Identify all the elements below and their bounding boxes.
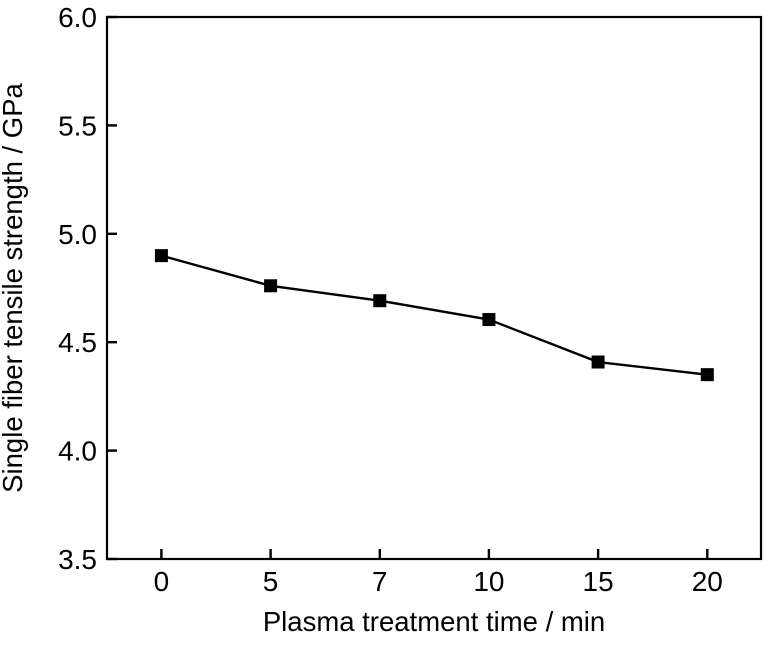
svg-text:5: 5 — [263, 566, 279, 597]
svg-text:10: 10 — [473, 566, 504, 597]
svg-text:6.0: 6.0 — [58, 2, 97, 33]
svg-text:5.5: 5.5 — [58, 110, 97, 141]
svg-text:7: 7 — [372, 566, 388, 597]
svg-text:Single fiber tensile strength: Single fiber tensile strength / GPa — [0, 82, 28, 492]
svg-text:5.0: 5.0 — [58, 219, 97, 250]
svg-text:3.5: 3.5 — [58, 544, 97, 575]
svg-text:4.0: 4.0 — [58, 436, 97, 467]
svg-text:15: 15 — [583, 566, 614, 597]
svg-text:20: 20 — [692, 566, 723, 597]
svg-text:4.5: 4.5 — [58, 327, 97, 358]
svg-text:Plasma treatment time / min: Plasma treatment time / min — [263, 606, 605, 637]
svg-text:0: 0 — [154, 566, 170, 597]
